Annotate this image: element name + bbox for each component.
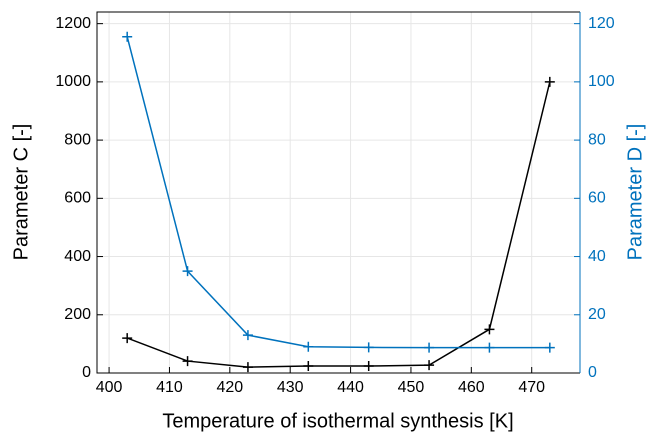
y2-axis-title: Parameter D [-]	[624, 124, 646, 261]
x-tick-label: 410	[156, 379, 183, 396]
y-tick-label: 800	[64, 131, 91, 148]
y-tick-label: 0	[82, 364, 91, 381]
y2-tick-label: 0	[588, 364, 597, 381]
x-tick-label: 420	[216, 379, 243, 396]
y-axis-title: Parameter C [-]	[10, 124, 32, 261]
x-tick-label: 460	[458, 379, 485, 396]
y2-tick-label: 20	[588, 306, 606, 323]
point-marker	[303, 341, 314, 352]
y-tick-label: 600	[64, 190, 91, 207]
point-marker	[484, 324, 495, 335]
x-tick-label: 470	[518, 379, 545, 396]
y-tick-label: 400	[64, 248, 91, 265]
point-marker	[303, 361, 314, 372]
y2-tick-label: 80	[588, 131, 606, 148]
point-marker	[182, 356, 193, 367]
point-marker	[182, 266, 193, 277]
x-tick-label: 440	[337, 379, 364, 396]
y2-tick-label: 60	[588, 190, 606, 207]
point-marker	[242, 330, 253, 341]
x-tick-label: 430	[277, 379, 304, 396]
x-axis-title: Temperature of isothermal synthesis [K]	[162, 410, 513, 432]
point-marker	[363, 361, 374, 372]
y-tick-label: 1000	[55, 73, 91, 90]
x-tick-label: 450	[398, 379, 425, 396]
y2-tick-label: 100	[588, 73, 615, 90]
point-marker	[544, 76, 555, 87]
point-marker	[424, 360, 435, 371]
y-tick-label: 1200	[55, 15, 91, 32]
x-tick-label: 400	[96, 379, 123, 396]
series-line	[126, 36, 550, 349]
point-marker	[242, 362, 253, 373]
point-marker	[122, 333, 133, 344]
series-line	[126, 81, 551, 368]
point-marker	[363, 342, 374, 353]
y2-tick-label: 40	[588, 248, 606, 265]
point-marker	[544, 342, 555, 353]
y-tick-label: 200	[64, 306, 91, 323]
point-marker	[424, 342, 435, 353]
point-marker	[484, 342, 495, 353]
y2-tick-label: 120	[588, 15, 615, 32]
point-marker	[122, 31, 133, 42]
axis-frame	[96, 11, 580, 374]
